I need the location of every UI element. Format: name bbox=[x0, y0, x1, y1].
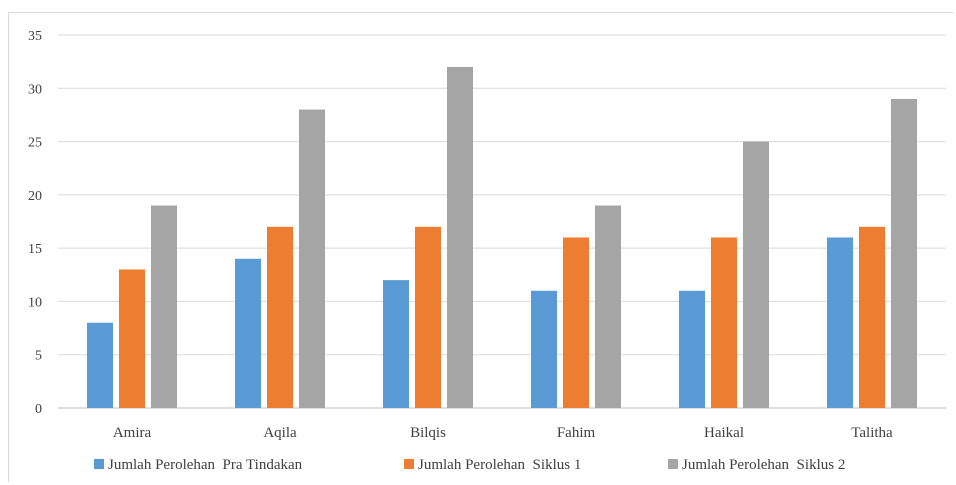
x-tick-label: Bilqis bbox=[410, 425, 446, 441]
bar-bilqis-series-3 bbox=[447, 66, 473, 408]
x-tick-label: Aqila bbox=[263, 425, 297, 441]
y-tick-label: 20 bbox=[28, 189, 42, 204]
bar-aqila-series-2 bbox=[267, 226, 293, 408]
bar-amira-series-2 bbox=[119, 269, 145, 408]
bar-amira-series-1 bbox=[87, 322, 113, 408]
bar-fahim-series-2 bbox=[563, 237, 589, 408]
legend-label: Jumlah Perolehan Pra Tindakan bbox=[108, 457, 303, 473]
legend-label: Jumlah Perolehan Siklus 1 bbox=[418, 457, 581, 473]
legend-label: Jumlah Perolehan Siklus 2 bbox=[682, 457, 845, 473]
bar-bilqis-series-2 bbox=[415, 226, 441, 408]
gridlines bbox=[58, 34, 946, 409]
legend: Jumlah Perolehan Pra Tindakan Jumlah Pero… bbox=[94, 457, 845, 473]
y-tick-label: 10 bbox=[28, 295, 42, 310]
y-tick-label: 0 bbox=[35, 402, 42, 417]
bar-talitha-series-1 bbox=[827, 237, 853, 408]
y-axis-ticks: 0 5 10 15 20 25 30 35 bbox=[28, 29, 42, 417]
y-tick-label: 30 bbox=[28, 82, 42, 97]
y-tick-label: 15 bbox=[28, 242, 42, 257]
x-tick-label: Amira bbox=[113, 425, 152, 441]
y-tick-label: 5 bbox=[35, 349, 42, 364]
x-tick-label: Talitha bbox=[851, 425, 893, 441]
legend-swatch bbox=[668, 459, 678, 469]
x-tick-label: Haikal bbox=[704, 425, 744, 441]
y-tick-label: 25 bbox=[28, 136, 42, 151]
bar-amira-series-3 bbox=[151, 205, 177, 408]
bar-bilqis-series-1 bbox=[383, 280, 409, 408]
bars bbox=[87, 66, 917, 409]
legend-swatch bbox=[404, 459, 414, 469]
bar-haikal-series-2 bbox=[711, 237, 737, 408]
bar-fahim-series-1 bbox=[531, 290, 557, 408]
y-tick-label: 35 bbox=[28, 29, 42, 44]
bar-aqila-series-1 bbox=[235, 258, 261, 408]
chart-frame bbox=[8, 12, 953, 482]
bar-talitha-series-3 bbox=[891, 98, 917, 408]
bar-haikal-series-3 bbox=[743, 141, 769, 409]
x-tick-label: Fahim bbox=[557, 425, 596, 441]
x-axis-ticks: Amira Aqila Bilqis Fahim Haikal Talitha bbox=[113, 425, 893, 441]
legend-swatch bbox=[94, 459, 104, 469]
bar-fahim-series-3 bbox=[595, 205, 621, 408]
bar-talitha-series-2 bbox=[859, 226, 885, 408]
bar-aqila-series-3 bbox=[299, 109, 325, 408]
bar-haikal-series-1 bbox=[679, 290, 705, 408]
